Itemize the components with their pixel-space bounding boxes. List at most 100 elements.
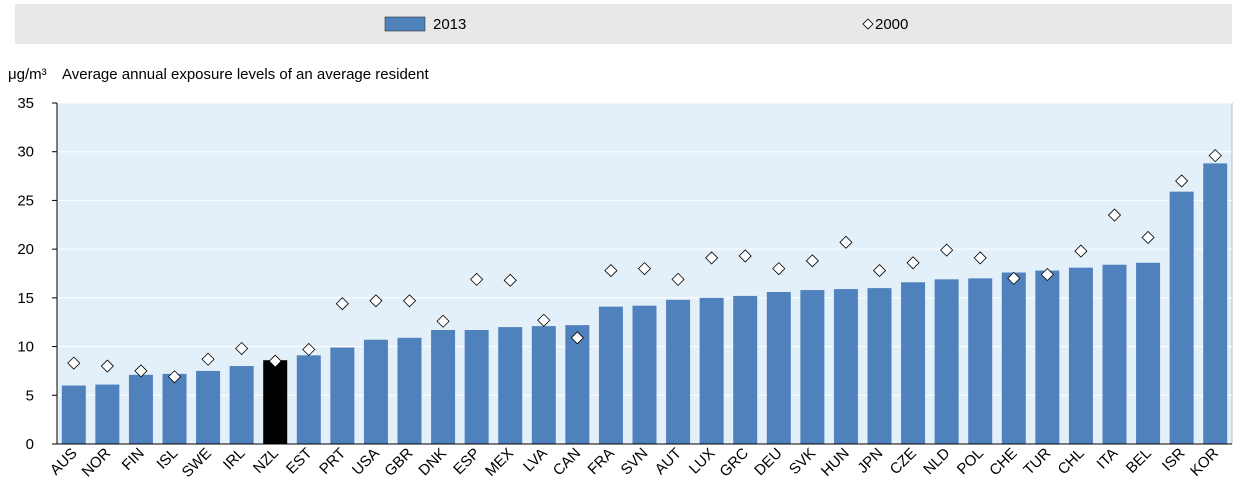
bar: [565, 325, 590, 444]
bar: [95, 384, 120, 444]
x-tick-label: ISL: [153, 445, 181, 473]
bar: [1001, 272, 1026, 444]
y-tick-label: 0: [26, 436, 34, 453]
bar: [330, 347, 355, 444]
marker: [839, 235, 853, 249]
marker: [1175, 174, 1189, 188]
x-tick-label: DEU: [751, 445, 785, 479]
x-tick-label: SWE: [179, 445, 215, 481]
bar: [833, 289, 858, 444]
legend-box: [15, 4, 1232, 44]
legend-label: 2013: [433, 16, 466, 33]
bar: [699, 297, 724, 444]
marker: [335, 297, 349, 311]
y-tick-label: 20: [17, 241, 34, 258]
bar: [363, 339, 388, 444]
marker: [100, 359, 114, 373]
bar: [61, 385, 86, 444]
marker: [637, 262, 652, 276]
marker: [167, 370, 182, 384]
marker: [1074, 244, 1088, 258]
marker: [1208, 149, 1222, 163]
x-tick-label: KOR: [1187, 445, 1222, 480]
bar: [1068, 267, 1093, 444]
x-tick-label: NOR: [79, 445, 115, 481]
x-tick-label: LVA: [520, 445, 551, 476]
x-tick-label: CZE: [887, 445, 920, 478]
bar: [666, 299, 691, 444]
x-tick-label: SVK: [786, 445, 819, 478]
marker: [134, 364, 148, 378]
bar: [397, 337, 422, 444]
unit-label: μg/m³: [8, 66, 47, 83]
x-tick-label: DNK: [415, 445, 449, 479]
x-tick-label: ISR: [1159, 445, 1189, 475]
x-tick-label: GBR: [381, 445, 416, 480]
marker: [402, 294, 417, 308]
x-tick-label: LUX: [686, 445, 719, 478]
bar: [934, 279, 959, 444]
bar: [464, 330, 489, 444]
x-tick-label: CAN: [550, 445, 584, 479]
marker: [570, 331, 584, 345]
bar: [498, 327, 523, 444]
x-tick-label: NZL: [250, 445, 282, 477]
marker: [201, 352, 215, 366]
marker: [369, 294, 383, 308]
marker: [1040, 267, 1054, 282]
x-tick-label: ESP: [450, 445, 483, 478]
x-tick-label: GRC: [716, 445, 752, 481]
bar: [1035, 270, 1060, 444]
x-tick-label: CHL: [1055, 445, 1088, 478]
x-tick-label: FIN: [119, 445, 148, 474]
x-tick-label: JPN: [854, 445, 886, 477]
x-tick-label: MEX: [482, 445, 517, 480]
x-tick-label: AUT: [652, 445, 685, 478]
marker: [268, 354, 282, 368]
marker: [503, 273, 517, 287]
bar: [1203, 163, 1228, 445]
bar: [1169, 191, 1194, 444]
subtitle: Average annual exposure levels of an ave…: [62, 66, 429, 83]
x-tick-label: BEL: [1123, 445, 1155, 477]
bar: [867, 288, 892, 444]
marker: [705, 251, 719, 265]
x-tick-label: EST: [283, 445, 316, 478]
marker: [738, 249, 752, 263]
bar: [263, 360, 288, 444]
x-tick-label: NLD: [920, 445, 953, 478]
bar: [531, 326, 556, 444]
x-tick-label: IRL: [220, 445, 249, 474]
x-tick-label: HUN: [818, 445, 853, 480]
legend-label: 2000: [875, 16, 908, 33]
marker: [1007, 271, 1021, 285]
x-tick-label: ITA: [1094, 445, 1122, 473]
y-tick-label: 15: [17, 290, 34, 307]
x-tick-label: POL: [954, 445, 987, 478]
x-tick-label: PRT: [316, 445, 349, 478]
marker: [671, 272, 685, 286]
marker: [940, 243, 954, 257]
bar: [766, 292, 791, 444]
marker: [302, 342, 316, 357]
bar: [968, 278, 993, 444]
y-tick-label: 5: [26, 387, 34, 404]
marker: [1141, 230, 1155, 245]
bar: [229, 366, 254, 444]
marker: [235, 341, 249, 356]
bar: [901, 282, 926, 444]
bar: [598, 306, 623, 444]
y-tick-label: 25: [17, 192, 34, 209]
x-tick-label: SVN: [617, 445, 651, 479]
bar: [733, 295, 758, 444]
bar: [1136, 262, 1161, 444]
y-tick-label: 10: [17, 339, 34, 356]
bar: [128, 374, 153, 444]
bar: [162, 373, 187, 444]
bar: [800, 290, 825, 444]
x-tick-label: FRA: [585, 445, 618, 478]
y-tick-label: 30: [17, 144, 34, 161]
bar: [632, 305, 657, 444]
